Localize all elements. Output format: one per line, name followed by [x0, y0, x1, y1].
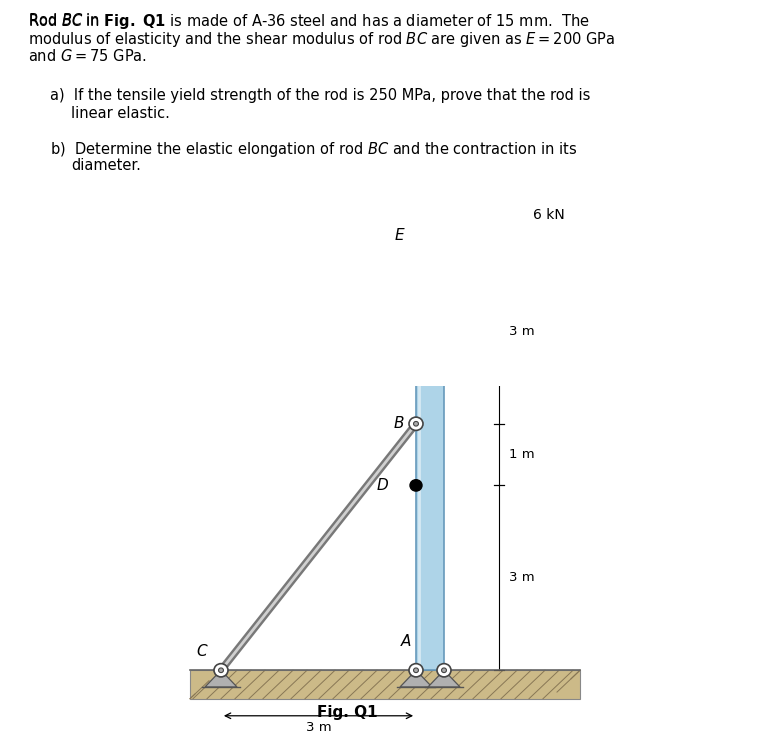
- Text: Fig. Q1: Fig. Q1: [316, 705, 377, 720]
- Text: b)  Determine the elastic elongation of rod $\it{BC}$ and the contraction in its: b) Determine the elastic elongation of r…: [50, 140, 577, 160]
- Text: D: D: [376, 478, 388, 493]
- Text: 3 m: 3 m: [509, 571, 535, 585]
- Text: B: B: [394, 416, 404, 431]
- Circle shape: [414, 421, 419, 426]
- Bar: [416, 239, 444, 670]
- Polygon shape: [400, 670, 432, 687]
- Text: 6 kN: 6 kN: [533, 208, 565, 222]
- Text: E: E: [394, 228, 404, 243]
- Polygon shape: [205, 670, 237, 687]
- Circle shape: [409, 417, 423, 430]
- Circle shape: [437, 663, 451, 677]
- Text: A: A: [401, 634, 411, 649]
- Circle shape: [409, 663, 423, 677]
- Text: C: C: [196, 644, 207, 659]
- Text: Rod $\it{BC}$ in $\mathbf{Fig.\ Q1}$ is made of A-36 steel and has a diameter of: Rod $\it{BC}$ in $\mathbf{Fig.\ Q1}$ is …: [28, 12, 590, 31]
- Text: and $G=75$ GPa.: and $G=75$ GPa.: [28, 48, 147, 64]
- Text: 3 m: 3 m: [509, 325, 535, 338]
- Bar: [444, 235, 539, 243]
- Circle shape: [214, 663, 228, 677]
- Circle shape: [410, 479, 422, 491]
- Text: 1 m: 1 m: [509, 448, 535, 461]
- Text: a)  If the tensile yield strength of the rod is 250 MPa, prove that the rod is: a) If the tensile yield strength of the …: [50, 88, 590, 103]
- Text: Rod $\it{BC}$ in: Rod $\it{BC}$ in: [28, 12, 102, 28]
- Text: linear elastic.: linear elastic.: [71, 106, 170, 121]
- Circle shape: [441, 668, 447, 672]
- Polygon shape: [428, 670, 460, 687]
- Text: diameter.: diameter.: [71, 158, 141, 173]
- Text: 3 m: 3 m: [305, 720, 331, 734]
- Circle shape: [414, 668, 419, 672]
- Text: modulus of elasticity and the shear modulus of rod $\it{BC}$ are given as $E=200: modulus of elasticity and the shear modu…: [28, 30, 615, 49]
- Circle shape: [219, 668, 223, 672]
- Bar: [190, 670, 580, 699]
